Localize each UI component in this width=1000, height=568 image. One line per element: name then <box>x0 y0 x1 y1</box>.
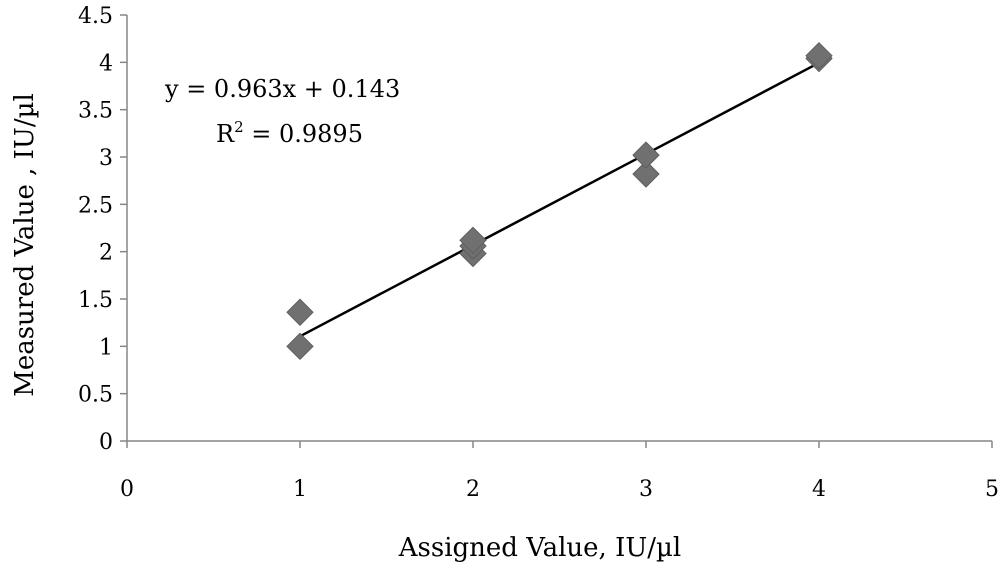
axis-labels: 0 0.5 1 1.5 2 2.5 3 3.5 4 4.5 0 1 2 3 4 5 <box>78 4 999 502</box>
y-tick-label: 4.5 <box>78 4 113 29</box>
x-tick-label: 1 <box>293 477 307 502</box>
y-tick-label: 2 <box>99 241 113 266</box>
x-tick-label: 0 <box>120 477 134 502</box>
y-tick-label: 1.5 <box>78 288 113 313</box>
y-axis-title: Measured Value , IU/µl <box>10 93 40 397</box>
x-tick-label: 2 <box>466 477 480 502</box>
data-points <box>286 41 833 361</box>
data-point-diamond <box>632 160 660 188</box>
r-squared-prefix: R <box>216 120 235 148</box>
x-tick-label: 5 <box>985 477 999 502</box>
x-tick-label: 4 <box>812 477 826 502</box>
y-tick-label: 4 <box>99 51 113 76</box>
y-tick-label: 0.5 <box>78 383 113 408</box>
y-tick-label: 0 <box>99 430 113 455</box>
r-squared-label: R2 = 0.9895 <box>216 118 363 148</box>
y-tick-label: 3.5 <box>78 99 113 124</box>
data-point-diamond <box>286 332 314 361</box>
y-tick-label: 2.5 <box>78 193 113 218</box>
r-squared-superscript: 2 <box>234 118 244 136</box>
r-squared-value: = 0.9895 <box>244 120 363 148</box>
data-point-diamond <box>459 226 487 255</box>
trendline-equation: y = 0.963x + 0.143 <box>164 75 400 103</box>
x-axis-title: Assigned Value, IU/µl <box>398 533 681 563</box>
x-tick-label: 3 <box>639 477 653 502</box>
data-point-diamond <box>632 141 660 169</box>
trendline-layer <box>299 61 820 338</box>
trendline <box>299 61 820 338</box>
data-point-diamond <box>805 41 833 70</box>
axes <box>120 14 993 448</box>
data-point-diamond <box>286 298 314 326</box>
y-tick-label: 3 <box>99 146 113 171</box>
y-tick-label: 1 <box>99 335 113 360</box>
